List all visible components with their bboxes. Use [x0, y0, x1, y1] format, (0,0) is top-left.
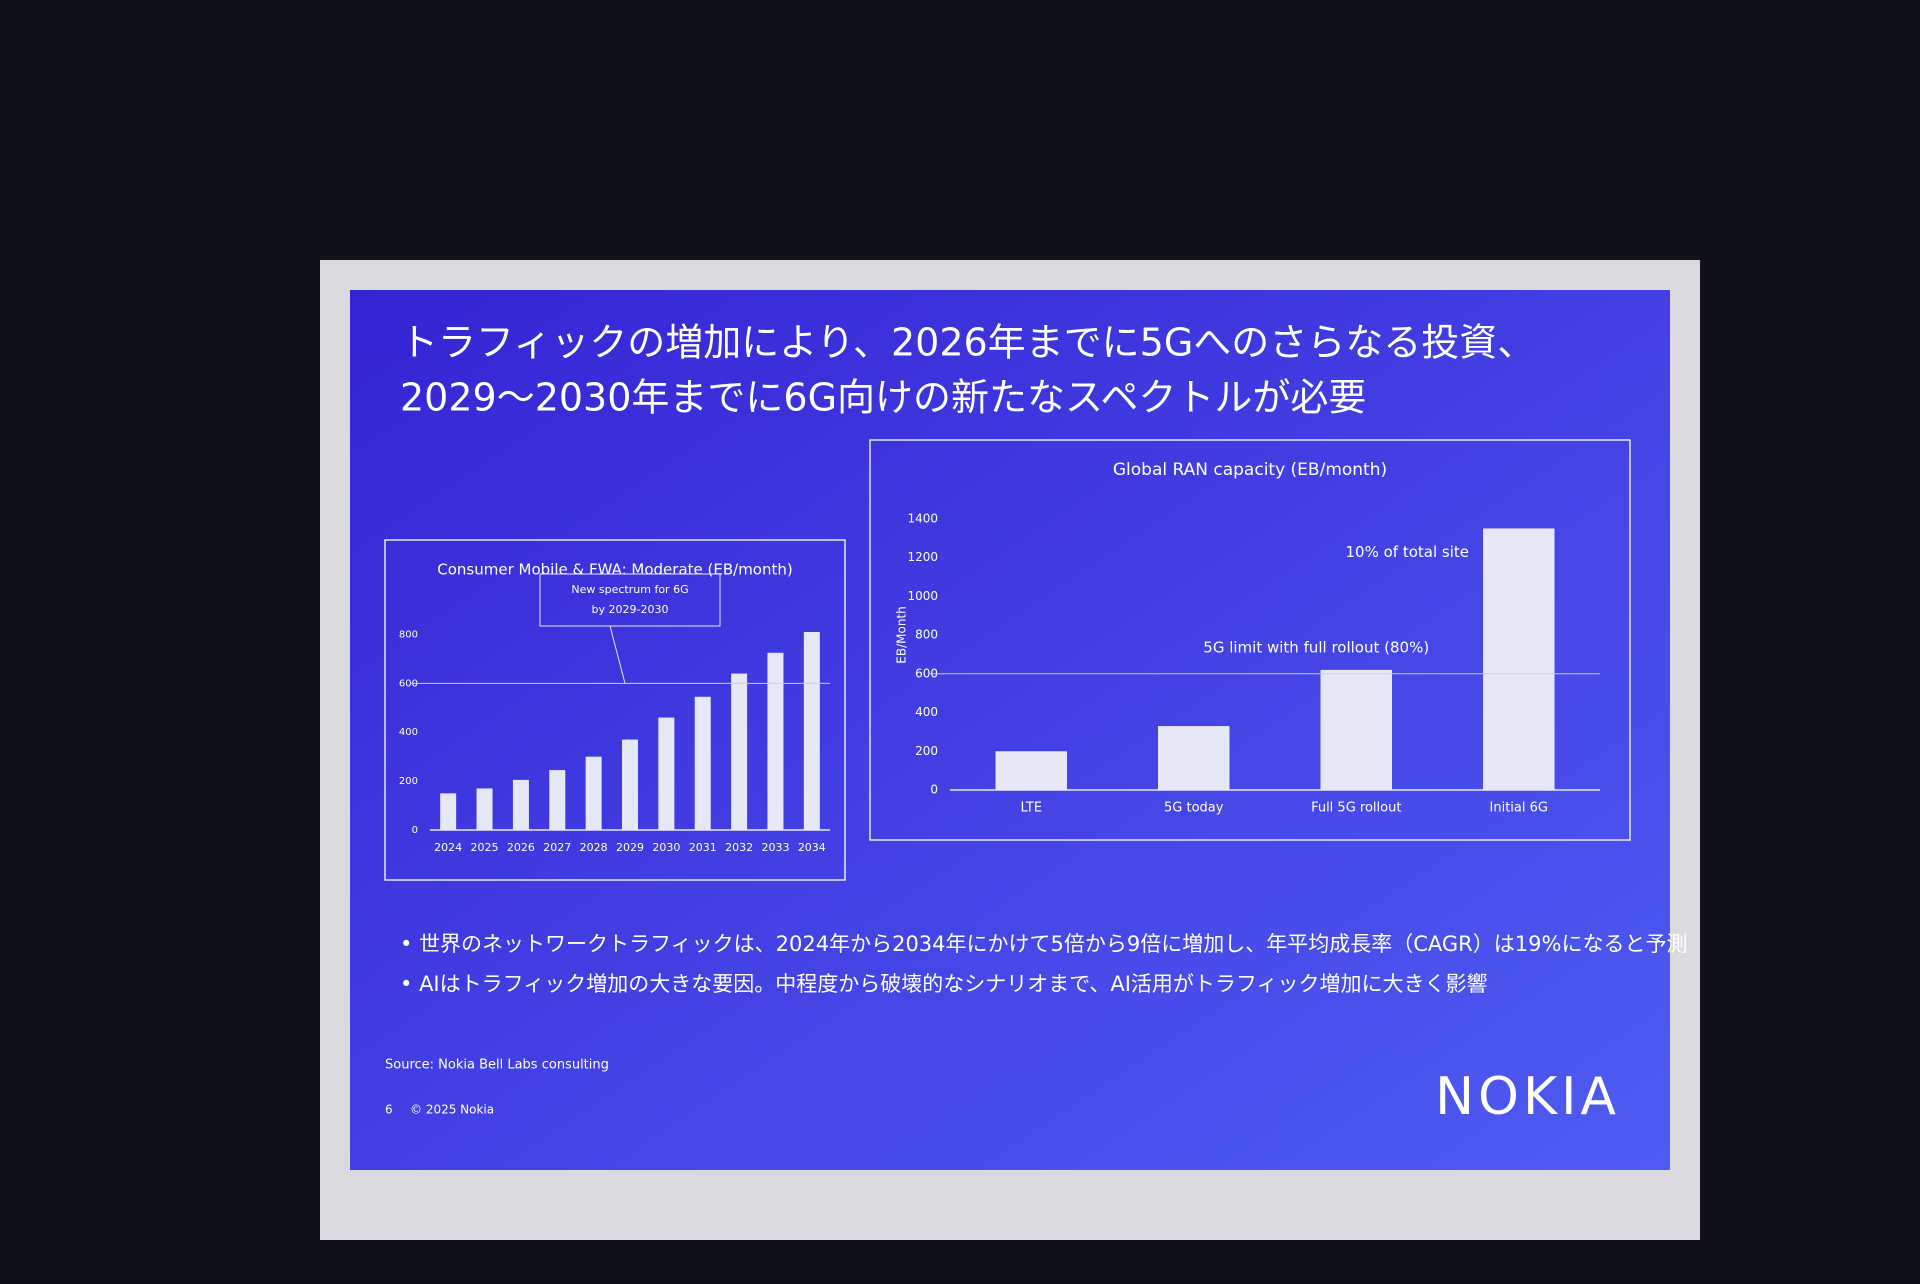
y-tick-label: 600 — [915, 666, 938, 680]
bar — [803, 632, 820, 830]
y-tick-label: 600 — [399, 678, 418, 689]
logo: NOKIA — [1435, 1067, 1620, 1127]
x-tick-label: 2027 — [543, 841, 571, 854]
callout — [539, 573, 721, 627]
bar — [512, 779, 529, 830]
bullet: • AIはトラフィック増加の大きな要因。中程度から破壊的なシナリオまで、AI活用… — [400, 972, 1488, 996]
bar — [1320, 669, 1392, 790]
copyright: © 2025 Nokia — [410, 1103, 494, 1117]
x-tick-label: 2033 — [761, 841, 789, 854]
bar — [585, 756, 602, 830]
chart-frame — [384, 539, 846, 881]
x-tick-label: 2034 — [798, 841, 826, 854]
x-tick-label: 2032 — [725, 841, 753, 854]
bar — [694, 696, 711, 830]
y-tick-label: 1000 — [907, 589, 938, 603]
bar — [440, 793, 457, 830]
callout-text: by 2029-2030 — [592, 603, 669, 616]
x-tick-label: 2028 — [580, 841, 608, 854]
x-tick-label: 5G today — [1164, 801, 1224, 816]
y-tick-label: 0 — [412, 825, 418, 836]
x-tick-label: 2024 — [434, 841, 462, 854]
y-tick-label: 400 — [399, 727, 418, 738]
title-line: トラフィックの増加により、2026年までに5Gへのさらなる投資、 — [400, 321, 1535, 365]
y-tick-label: 800 — [399, 629, 418, 640]
bar — [1158, 726, 1230, 790]
y-tick-label: 0 — [930, 783, 938, 797]
bar — [622, 739, 638, 830]
y-tick-label: 800 — [915, 628, 938, 642]
bullet-text: AIはトラフィック増加の大きな要因。中程度から破壊的なシナリオまで、AI活用がト… — [419, 972, 1487, 996]
annotation: 10% of total site — [1346, 543, 1470, 561]
callout-pointer — [609, 625, 626, 684]
x-tick-label: 2025 — [471, 841, 499, 854]
x-tick-label: 2029 — [616, 841, 644, 854]
title-line: 2029～2030年までに6G向けの新たなスペクトルが必要 — [400, 376, 1366, 420]
x-tick-label: 2030 — [652, 841, 680, 854]
source: Source: Nokia Bell Labs consulting — [385, 1058, 609, 1073]
annotation: 5G limit with full rollout (80%) — [1203, 638, 1429, 656]
bullet: • 世界のネットワークトラフィックは、2024年から2034年にかけて5倍から9… — [400, 932, 1687, 956]
x-tick-label: 2031 — [689, 841, 717, 854]
bar — [476, 788, 493, 830]
bar — [658, 717, 675, 830]
page-number: 6 — [385, 1103, 393, 1117]
x-tick-label: Full 5G rollout — [1311, 801, 1401, 816]
bar — [549, 770, 566, 830]
chart-title: Global RAN capacity (EB/month) — [1113, 460, 1387, 480]
bar — [731, 673, 748, 830]
callout-text: New spectrum for 6G — [571, 583, 688, 596]
bullet-text: 世界のネットワークトラフィックは、2024年から2034年にかけて5倍から9倍に… — [419, 932, 1687, 956]
slide — [350, 290, 1670, 1170]
chart-title: Consumer Mobile & FWA: Moderate (EB/mont… — [437, 561, 792, 579]
x-tick-label: LTE — [1020, 801, 1042, 816]
y-tick-label: 400 — [915, 705, 938, 719]
y-tick-label: 1400 — [907, 511, 938, 525]
y-tick-label: 1200 — [907, 550, 938, 564]
bar — [767, 652, 784, 830]
y-tick-label: 200 — [399, 776, 418, 787]
y-tick-label: 200 — [915, 744, 938, 758]
y-axis-label: EB/Month — [895, 606, 909, 663]
chart-frame — [869, 439, 1631, 841]
bar — [1483, 528, 1555, 790]
x-tick-label: 2026 — [507, 841, 535, 854]
x-tick-label: Initial 6G — [1490, 801, 1548, 816]
bar — [995, 751, 1067, 790]
